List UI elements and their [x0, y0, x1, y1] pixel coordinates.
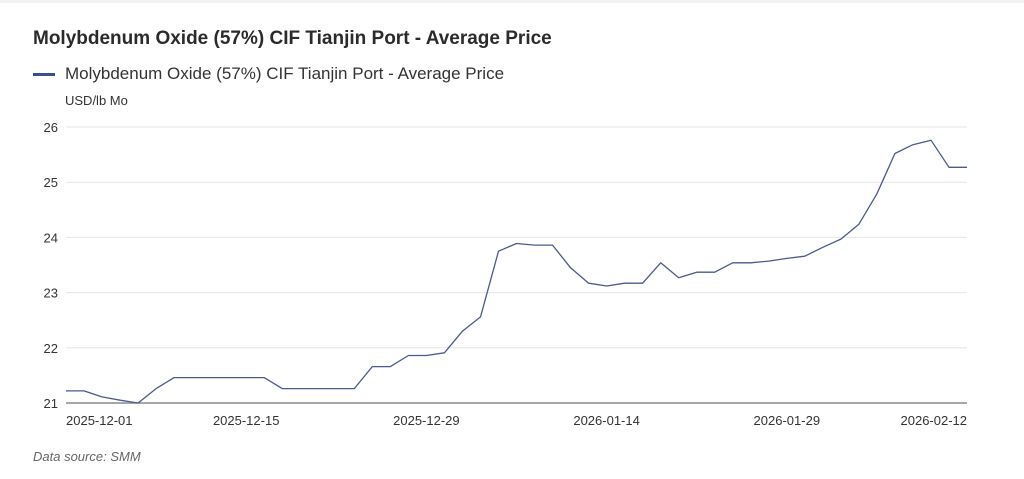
legend-label: Molybdenum Oxide (57%) CIF Tianjin Port … — [65, 64, 505, 83]
legend-item[interactable]: Molybdenum Oxide (57%) CIF Tianjin Port … — [33, 64, 504, 84]
top-divider — [0, 0, 1024, 3]
x-tick-label: 2026-01-29 — [754, 413, 821, 428]
y-axis-unit: USD/lb Mo — [65, 93, 128, 108]
x-tick-label: 2025-12-01 — [66, 413, 133, 428]
y-tick-label: 21 — [44, 396, 58, 411]
y-tick-label: 24 — [44, 230, 58, 245]
y-tick-label: 23 — [44, 286, 58, 301]
x-tick-label: 2025-12-29 — [393, 413, 460, 428]
y-tick-label: 25 — [44, 175, 58, 190]
x-tick-label: 2025-12-15 — [213, 413, 280, 428]
x-tick-label: 2026-01-14 — [573, 413, 640, 428]
chart-title: Molybdenum Oxide (57%) CIF Tianjin Port … — [33, 28, 552, 49]
series-line — [66, 139, 967, 404]
y-tick-label: 26 — [44, 120, 58, 135]
legend-line-swatch — [33, 72, 55, 76]
data-source: Data source: SMM — [33, 449, 141, 464]
x-tick-label: 2026-02-12 — [901, 413, 968, 428]
y-tick-label: 22 — [44, 341, 58, 356]
